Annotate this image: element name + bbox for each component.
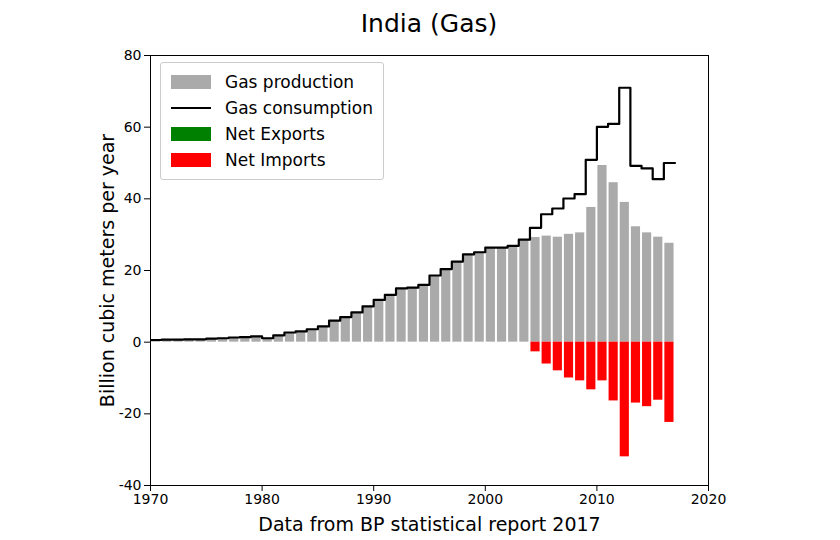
svg-text:-20: -20 — [119, 405, 142, 421]
svg-text:2000: 2000 — [467, 491, 503, 507]
svg-text:2010: 2010 — [579, 491, 615, 507]
svg-text:1970: 1970 — [133, 491, 169, 507]
svg-text:60: 60 — [124, 119, 142, 135]
svg-text:Billion cubic meters per year: Billion cubic meters per year — [96, 134, 118, 407]
html-text:Gas production: Gas production — [225, 72, 355, 92]
svg-text:1980: 1980 — [244, 491, 280, 507]
html-text:Gas consumption: Gas consumption — [225, 98, 373, 118]
html-text:Net Imports: Net Imports — [225, 150, 326, 170]
svg-text:40: 40 — [124, 190, 142, 206]
svg-text:1990: 1990 — [356, 491, 392, 507]
svg-text:Data from BP statistical repor: Data from BP statistical report 2017 — [258, 513, 600, 535]
svg-text:0: 0 — [133, 334, 142, 350]
svg-text:-40: -40 — [118, 477, 142, 493]
svg-text:80: 80 — [124, 47, 142, 63]
html-text:India (Gas): India (Gas) — [360, 9, 498, 38]
html-text:Net Exports: Net Exports — [225, 124, 325, 144]
svg-text:2020: 2020 — [691, 491, 727, 507]
svg-text:20: 20 — [124, 262, 142, 278]
